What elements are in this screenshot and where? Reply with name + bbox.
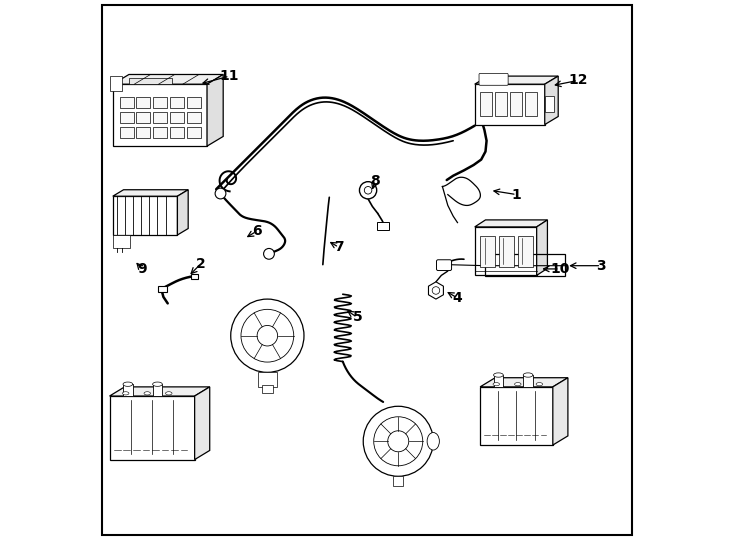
Bar	[186, 127, 200, 138]
Circle shape	[215, 188, 226, 199]
Polygon shape	[113, 84, 207, 146]
Bar	[120, 112, 134, 123]
Ellipse shape	[427, 433, 440, 450]
Polygon shape	[178, 190, 188, 235]
Polygon shape	[475, 76, 558, 84]
Polygon shape	[113, 196, 178, 235]
Polygon shape	[113, 190, 188, 196]
Ellipse shape	[536, 382, 542, 386]
Circle shape	[363, 406, 433, 476]
Bar	[545, 96, 554, 112]
Polygon shape	[195, 387, 210, 460]
Polygon shape	[109, 396, 195, 460]
Polygon shape	[545, 76, 558, 125]
Polygon shape	[475, 220, 548, 227]
Bar	[113, 235, 130, 248]
Bar	[153, 127, 167, 138]
Text: 10: 10	[550, 262, 570, 276]
Bar	[499, 235, 514, 267]
Text: 6: 6	[252, 224, 261, 238]
Bar	[480, 235, 495, 267]
Bar	[120, 97, 134, 108]
Text: 1: 1	[512, 187, 522, 201]
Ellipse shape	[523, 373, 533, 377]
Bar	[485, 254, 565, 276]
Bar	[510, 92, 522, 117]
Circle shape	[360, 181, 377, 199]
Text: 12: 12	[568, 73, 588, 87]
Circle shape	[257, 326, 277, 346]
Text: 5: 5	[352, 310, 362, 325]
Polygon shape	[475, 227, 537, 275]
Bar	[170, 97, 184, 108]
Bar	[262, 385, 273, 393]
Circle shape	[374, 417, 423, 466]
Bar	[153, 384, 162, 396]
Text: 11: 11	[220, 69, 239, 83]
Polygon shape	[207, 75, 223, 146]
Bar	[258, 373, 277, 387]
Bar	[137, 127, 150, 138]
Bar	[158, 286, 167, 292]
Polygon shape	[537, 220, 548, 275]
Text: 7: 7	[334, 240, 344, 254]
Bar	[170, 127, 184, 138]
Polygon shape	[113, 75, 223, 84]
Bar	[393, 476, 404, 486]
FancyBboxPatch shape	[479, 73, 508, 85]
Bar	[480, 92, 492, 117]
Ellipse shape	[493, 373, 504, 377]
Polygon shape	[109, 387, 210, 396]
Bar	[186, 112, 200, 123]
Text: 8: 8	[370, 174, 380, 188]
Text: 2: 2	[196, 256, 206, 271]
Polygon shape	[553, 377, 568, 445]
Circle shape	[264, 248, 275, 259]
Bar	[493, 375, 504, 387]
Ellipse shape	[493, 382, 500, 386]
Ellipse shape	[166, 392, 172, 395]
Bar	[517, 235, 533, 267]
Text: 3: 3	[597, 259, 606, 273]
Text: 9: 9	[137, 262, 147, 276]
Text: 4: 4	[453, 291, 462, 305]
Bar	[191, 274, 198, 279]
Bar	[170, 112, 184, 123]
Bar	[123, 384, 133, 396]
Polygon shape	[480, 387, 553, 445]
Circle shape	[388, 431, 409, 452]
FancyBboxPatch shape	[437, 260, 451, 271]
Ellipse shape	[144, 392, 150, 395]
Ellipse shape	[515, 382, 521, 386]
Bar	[153, 97, 167, 108]
Ellipse shape	[123, 382, 133, 386]
Bar	[186, 97, 200, 108]
Bar	[137, 97, 150, 108]
Circle shape	[241, 309, 294, 362]
Circle shape	[432, 287, 440, 294]
Polygon shape	[480, 377, 568, 387]
Circle shape	[364, 186, 372, 194]
Polygon shape	[475, 84, 545, 125]
Circle shape	[230, 299, 304, 373]
Bar	[129, 78, 172, 84]
Bar	[523, 375, 533, 387]
Bar	[110, 76, 122, 91]
Bar	[153, 112, 167, 123]
Bar	[120, 127, 134, 138]
Bar	[526, 92, 537, 117]
Ellipse shape	[123, 392, 129, 395]
Bar	[137, 112, 150, 123]
Ellipse shape	[153, 382, 162, 386]
Bar	[495, 92, 507, 117]
Bar	[377, 222, 388, 230]
